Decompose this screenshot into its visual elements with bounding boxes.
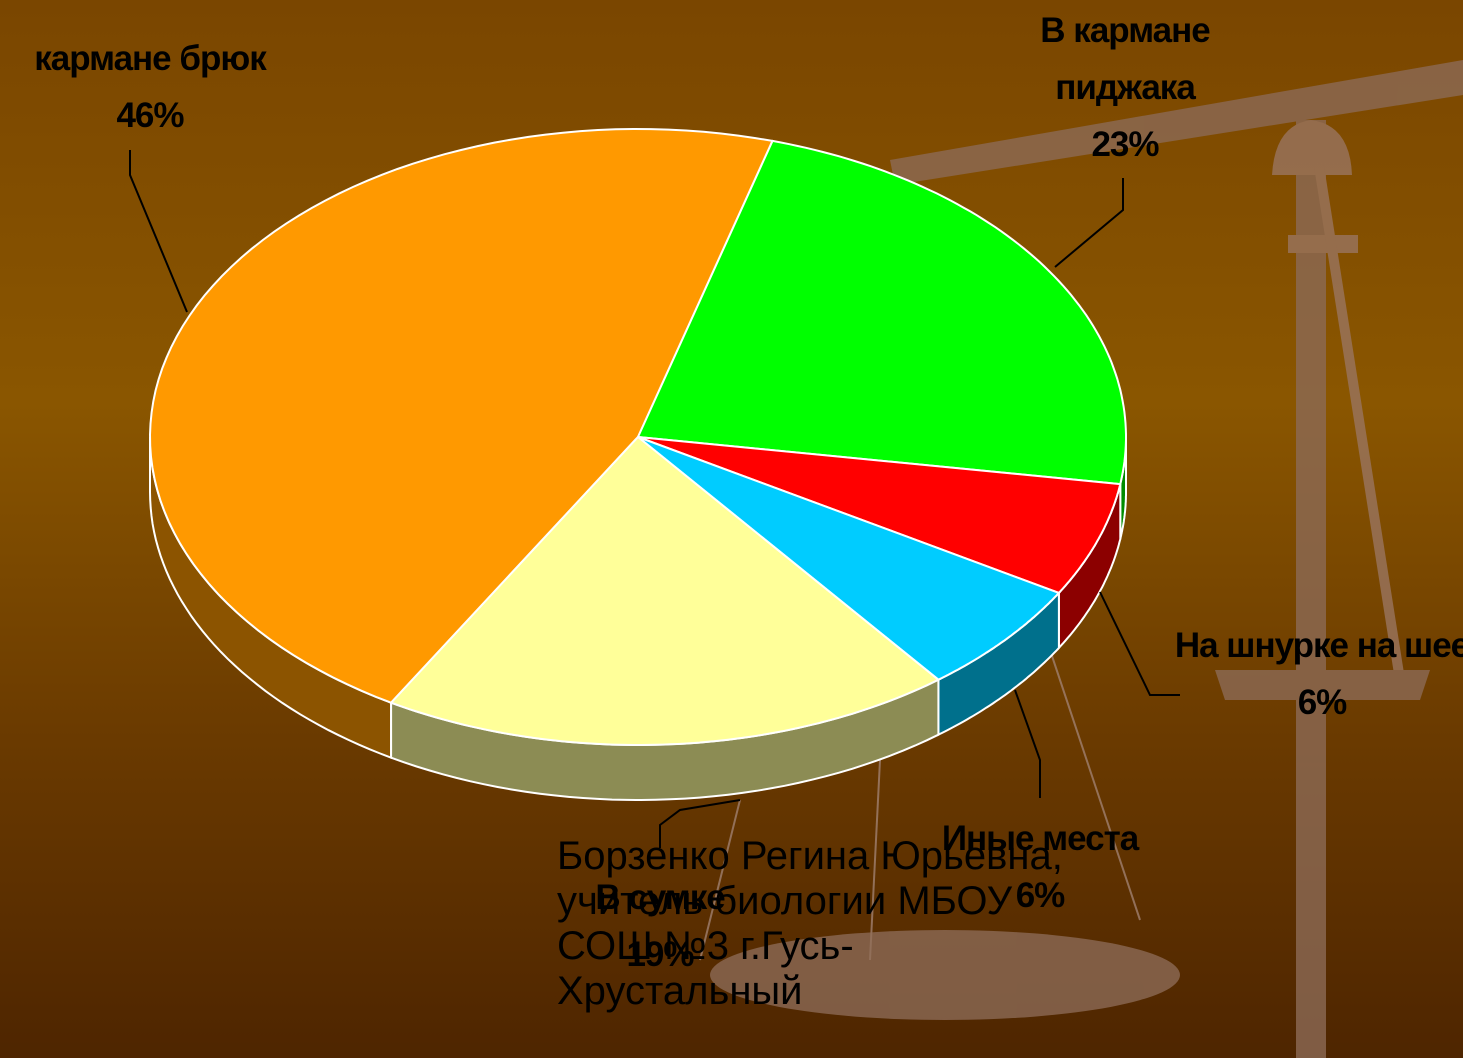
slice — [637, 436, 1061, 681]
slice-label: В сумке 19% — [560, 869, 760, 983]
leader-lines — [129, 150, 1180, 848]
value-label: 6% — [1297, 683, 1348, 722]
pie — [148, 127, 1127, 802]
slice-label: кармане брюк 46% — [0, 30, 300, 144]
slice — [148, 127, 774, 704]
scale-decoration — [699, 60, 1463, 1058]
slice-label: Иные места 6% — [900, 810, 1180, 924]
value-label: 46% — [116, 96, 184, 135]
category-label: Иные места — [941, 819, 1139, 858]
slice — [389, 435, 941, 746]
value-label: 6% — [1015, 876, 1066, 915]
slice-label: На шнурке на шее 6% — [1172, 617, 1463, 731]
value-label: 23% — [1091, 125, 1159, 164]
author-note: Борзенко Регина Юрьевна, учитель биологи… — [557, 834, 1063, 1013]
slice — [637, 436, 1122, 595]
category-label: В кармане пиджака — [1040, 11, 1210, 107]
slice — [636, 139, 1127, 486]
category-label: На шнурке на шее — [1174, 626, 1463, 665]
value-label: 19% — [626, 935, 694, 974]
category-label: кармане брюк — [34, 39, 267, 78]
slice-label: В кармане пиджака 23% — [1000, 2, 1250, 173]
category-label: В сумке — [595, 878, 725, 917]
